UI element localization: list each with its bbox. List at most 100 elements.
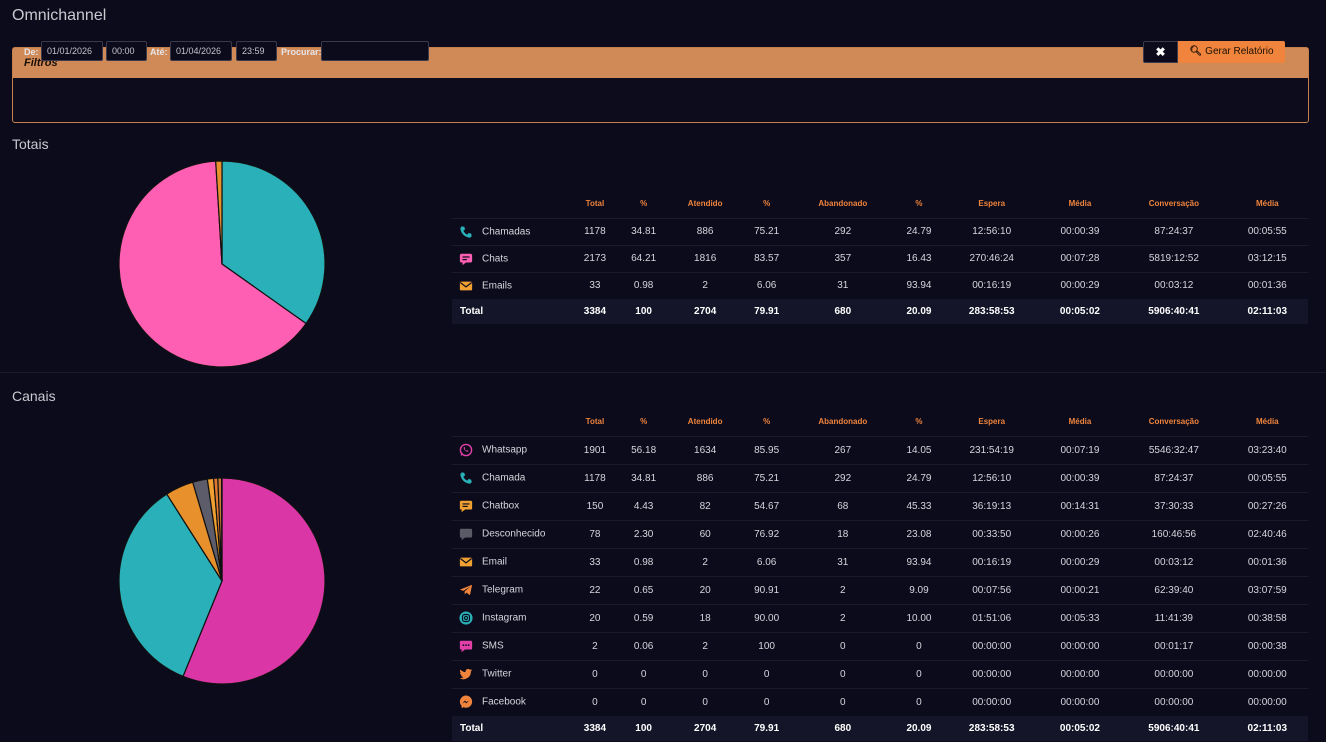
table-cell: 270:46:24 — [944, 244, 1039, 272]
table-cell: 0 — [893, 631, 945, 660]
from-label: De: — [24, 47, 39, 57]
total-cell: 00:05:02 — [1038, 716, 1122, 741]
section-divider — [0, 372, 1326, 373]
table-cell: 4.43 — [617, 491, 670, 520]
pie-slice[interactable] — [118, 160, 307, 368]
table-cell: 87:24:37 — [1121, 217, 1227, 245]
row-label: Chamadas — [482, 226, 531, 238]
totais-title: Totais — [12, 136, 49, 152]
table-cell: 83.57 — [740, 244, 793, 272]
table-cell: 1634 — [669, 435, 741, 464]
table-cell: 100 — [740, 631, 793, 660]
table-cell: 00:00:29 — [1038, 547, 1122, 576]
table-cell: 00:00:39 — [1038, 463, 1122, 492]
table-cell: 00:00:00 — [1038, 659, 1122, 688]
table-cell: 1178 — [572, 217, 618, 245]
table-cell: 2 — [669, 547, 741, 576]
table-cell: 00:01:17 — [1121, 631, 1227, 660]
table-cell: 00:00:39 — [1038, 217, 1122, 245]
clear-button[interactable]: ✖ — [1143, 41, 1178, 63]
table-row: Twitter 0 0 0 0 0 0 00:00:00 00:00:00 00:00:00 00:… — [452, 659, 1308, 688]
table-cell: 03:07:59 — [1226, 575, 1308, 604]
column-header: Espera — [978, 199, 1006, 209]
table-cell: 00:16:19 — [944, 271, 1039, 299]
table-cell: 02:40:46 — [1226, 519, 1308, 548]
table-cell: 54.67 — [740, 491, 793, 520]
table-cell: 0 — [893, 659, 945, 688]
total-row: Total 3384 100 2704 79.91 680 20.09 283:58:53 00… — [452, 716, 1308, 741]
row-name: Chatbox — [452, 491, 572, 520]
pie-slice[interactable] — [118, 493, 223, 678]
table-cell: 78 — [572, 519, 618, 548]
table-cell: 82 — [669, 491, 741, 520]
table-cell: 0 — [740, 687, 793, 716]
column-header: Total — [585, 199, 605, 209]
row-name: Email — [452, 547, 572, 576]
table-cell: 87:24:37 — [1121, 463, 1227, 492]
table-cell: 23.08 — [893, 519, 945, 548]
search-input[interactable] — [321, 41, 429, 61]
search-label: Procurar: — [281, 47, 322, 57]
table-cell: 150 — [572, 491, 618, 520]
table-cell: 14.05 — [893, 435, 945, 464]
page-title: Omnichannel — [12, 7, 107, 24]
table-cell: 64.21 — [617, 244, 670, 272]
total-label: Total — [452, 716, 572, 741]
canais-header-row: Total% Atendido% Abandonado% Espera Média Con… — [452, 408, 1308, 436]
table-cell: 2 — [792, 575, 894, 604]
row-label: Chatbox — [482, 500, 520, 512]
table-cell: 357 — [792, 244, 894, 272]
table-cell: 00:05:55 — [1226, 463, 1308, 492]
to-date-input[interactable]: 01/04/2026 — [170, 41, 232, 61]
generate-report-button[interactable]: 🔍︎ Gerar Relatório — [1178, 41, 1285, 63]
pie-slice[interactable] — [182, 477, 326, 685]
column-header: % — [640, 199, 648, 209]
column-header: % — [915, 199, 923, 209]
canais-title: Canais — [12, 388, 56, 404]
row-label: Facebook — [482, 696, 526, 708]
table-cell: 0.98 — [617, 547, 670, 576]
row-name: SMS — [452, 631, 572, 660]
total-cell: 02:11:03 — [1226, 716, 1308, 741]
table-cell: 31 — [792, 271, 894, 299]
row-name: Desconhecido — [452, 519, 572, 548]
table-cell: 1816 — [669, 244, 741, 272]
row-label: Chats — [482, 253, 509, 265]
table-cell: 0 — [792, 687, 894, 716]
table-cell: 85.95 — [740, 435, 793, 464]
table-cell: 31 — [792, 547, 894, 576]
table-cell: 0 — [669, 687, 741, 716]
row-label: Whatsapp — [482, 444, 528, 456]
table-cell: 0 — [617, 659, 670, 688]
table-cell: 2 — [669, 271, 741, 299]
name-column-header — [452, 408, 572, 436]
table-cell: 231:54:19 — [944, 435, 1039, 464]
total-cell: 02:11:03 — [1226, 299, 1308, 324]
to-time-input[interactable]: 23:59 — [236, 41, 277, 61]
column-header: Média — [1255, 199, 1279, 209]
column-header: Média — [1068, 417, 1092, 427]
table-cell: 18 — [669, 603, 741, 632]
table-cell: 34.81 — [617, 463, 670, 492]
whatsapp-icon — [458, 443, 474, 457]
table-row: Facebook 0 0 0 0 0 0 00:00:00 00:00:00 00:00:00 00… — [452, 687, 1308, 716]
to-label: Até: — [150, 47, 168, 57]
twitter-icon — [458, 667, 474, 681]
row-name: Chamadas — [452, 217, 572, 245]
column-header: Atendido — [687, 199, 723, 209]
telegram-icon — [458, 583, 474, 597]
pie-slice[interactable] — [221, 160, 326, 325]
from-date-input[interactable]: 01/01/2026 — [41, 41, 103, 61]
sms-icon — [458, 639, 474, 653]
table-cell: 00:00:29 — [1038, 271, 1122, 299]
column-header: % — [763, 199, 771, 209]
table-cell: 33 — [572, 547, 618, 576]
total-cell: 20.09 — [893, 299, 945, 324]
pie-slice[interactable] — [215, 160, 223, 265]
from-time-input[interactable]: 00:00 — [106, 41, 147, 61]
table-cell: 292 — [792, 463, 894, 492]
table-row: Chamada 1178 34.81 886 75.21 292 24.79 12:56:10… — [452, 463, 1308, 492]
row-label: Chamada — [482, 472, 526, 484]
table-cell: 00:00:00 — [1121, 659, 1227, 688]
column-header: Espera — [978, 417, 1006, 427]
